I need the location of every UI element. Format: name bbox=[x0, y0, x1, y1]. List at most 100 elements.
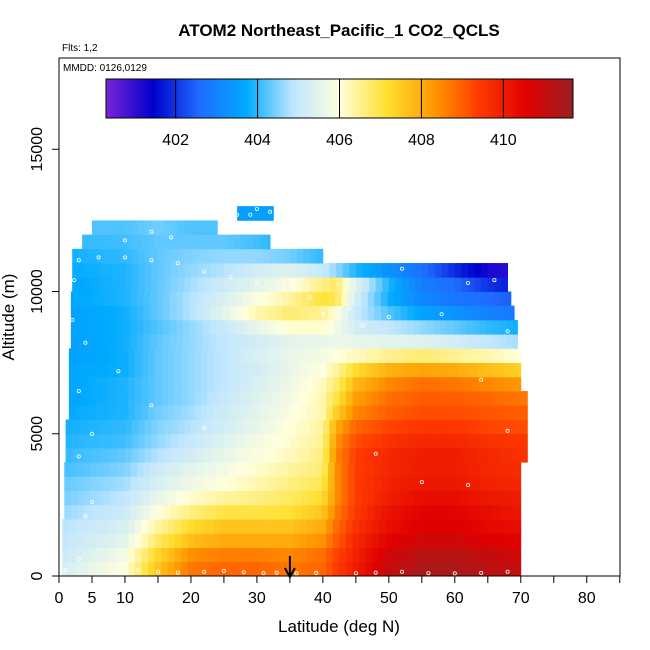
heatmap-cell bbox=[161, 547, 169, 563]
heatmap-cell bbox=[253, 362, 261, 378]
heatmap-cell bbox=[151, 447, 159, 463]
heatmap-cell bbox=[233, 391, 241, 406]
heatmap-cell bbox=[68, 405, 76, 420]
heatmap-cell bbox=[481, 263, 489, 278]
heatmap-cell bbox=[464, 533, 472, 548]
heatmap-cell bbox=[131, 277, 139, 292]
heatmap-cell bbox=[184, 220, 192, 236]
heatmap-cell bbox=[506, 305, 514, 321]
heatmap-cell bbox=[400, 504, 408, 520]
colorbar-tick-label: 404 bbox=[244, 132, 271, 149]
heatmap-cell bbox=[380, 291, 388, 307]
sample-point bbox=[492, 278, 497, 283]
heatmap-cell bbox=[97, 462, 105, 477]
heatmap-cell bbox=[441, 277, 449, 292]
heatmap-cell bbox=[407, 476, 415, 492]
heatmap-cell bbox=[440, 476, 448, 492]
heatmap-cell bbox=[222, 504, 230, 520]
heatmap-cell bbox=[141, 234, 149, 250]
heatmap-cell bbox=[441, 433, 449, 449]
heatmap-cell bbox=[374, 319, 382, 335]
heatmap-cell bbox=[227, 391, 235, 406]
heatmap-cell bbox=[460, 504, 468, 520]
heatmap-cell bbox=[190, 263, 198, 278]
heatmap-cell bbox=[253, 376, 261, 392]
heatmap-cell bbox=[319, 362, 327, 378]
heatmap-cell bbox=[233, 348, 241, 364]
heatmap-cell bbox=[242, 476, 250, 492]
y-tick-label: 10000 bbox=[29, 269, 46, 314]
heatmap-cell bbox=[222, 291, 230, 307]
heatmap-cell bbox=[121, 547, 129, 563]
heatmap-cell bbox=[70, 319, 78, 335]
heatmap-cell bbox=[453, 334, 461, 349]
heatmap-cell bbox=[444, 362, 452, 378]
heatmap-cell bbox=[194, 234, 202, 250]
heatmap-cell bbox=[504, 348, 512, 364]
sample-point bbox=[149, 258, 154, 263]
heatmap-cell bbox=[460, 476, 468, 492]
heatmap-cell bbox=[75, 533, 83, 548]
heatmap-cell bbox=[329, 277, 337, 292]
heatmap-cell bbox=[497, 376, 505, 392]
heatmap-cell bbox=[124, 220, 132, 236]
heatmap-cell bbox=[256, 263, 264, 278]
heatmap-cell bbox=[124, 419, 132, 435]
heatmap-cell bbox=[494, 419, 502, 435]
heatmap-cell bbox=[435, 447, 443, 463]
heatmap-cell bbox=[237, 447, 245, 463]
heatmap-cell bbox=[227, 362, 235, 378]
heatmap-cell bbox=[295, 334, 303, 349]
heatmap-cell bbox=[395, 277, 403, 292]
heatmap-cell bbox=[308, 490, 316, 506]
heatmap-cell bbox=[266, 391, 274, 406]
heatmap-cell bbox=[372, 519, 380, 534]
heatmap-cell bbox=[197, 263, 205, 278]
heatmap-cell bbox=[169, 305, 177, 321]
heatmap-cell bbox=[190, 447, 198, 463]
heatmap-cell bbox=[91, 419, 99, 435]
heatmap-cell bbox=[321, 291, 329, 307]
sample-point bbox=[76, 454, 81, 459]
heatmap-cell bbox=[428, 433, 436, 449]
heatmap-cell bbox=[400, 291, 408, 307]
heatmap-cell bbox=[84, 462, 92, 477]
heatmap-cell bbox=[398, 348, 406, 364]
heatmap-cell bbox=[260, 376, 268, 392]
sample-point bbox=[96, 255, 101, 260]
heatmap-cell bbox=[411, 376, 419, 392]
heatmap-cell bbox=[243, 206, 251, 221]
heatmap-cell bbox=[214, 234, 222, 250]
heatmap-cell bbox=[312, 362, 320, 378]
heatmap-cell bbox=[216, 476, 224, 492]
heatmap-cell bbox=[123, 504, 131, 520]
heatmap-cell bbox=[464, 376, 472, 392]
heatmap-cell bbox=[427, 504, 435, 520]
heatmap-cell bbox=[143, 462, 151, 477]
heatmap-cell bbox=[308, 291, 316, 307]
heatmap-cell bbox=[115, 348, 123, 364]
heatmap-cell bbox=[82, 234, 90, 250]
heatmap-cell bbox=[440, 504, 448, 520]
heatmap-cell bbox=[176, 319, 184, 335]
heatmap-cell bbox=[268, 462, 276, 477]
heatmap-cell bbox=[453, 504, 461, 520]
heatmap-cell bbox=[85, 248, 93, 264]
heatmap-cell bbox=[486, 291, 494, 307]
heatmap-cell bbox=[194, 348, 202, 364]
sample-point bbox=[360, 323, 365, 328]
heatmap-cell bbox=[88, 561, 96, 576]
heatmap-cell bbox=[418, 362, 426, 378]
heatmap-cell bbox=[289, 433, 297, 449]
heatmap-cell bbox=[242, 305, 250, 321]
heatmap-cell bbox=[270, 277, 278, 292]
heatmap-cell bbox=[95, 561, 103, 576]
heatmap-cell bbox=[235, 319, 243, 335]
heatmap-cell bbox=[499, 476, 507, 492]
heatmap-cell bbox=[425, 533, 433, 548]
sample-point bbox=[465, 280, 470, 285]
heatmap-cell bbox=[378, 547, 386, 563]
heatmap-cell bbox=[487, 433, 495, 449]
heatmap-cell bbox=[177, 419, 185, 435]
heatmap-cell bbox=[328, 504, 336, 520]
